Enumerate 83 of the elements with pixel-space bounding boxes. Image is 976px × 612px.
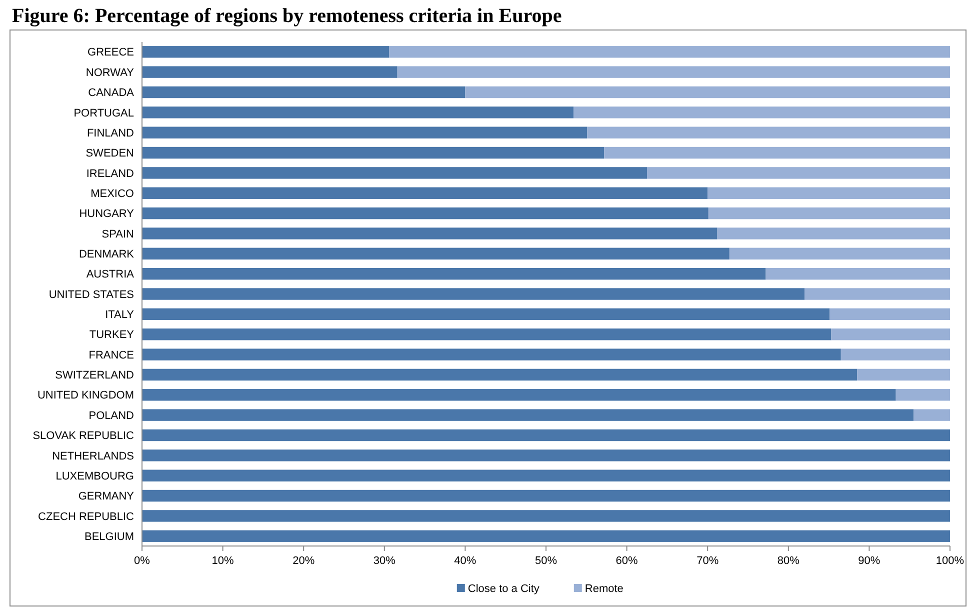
bar bbox=[142, 470, 950, 482]
bar bbox=[142, 248, 730, 260]
bar bbox=[717, 228, 950, 240]
y-tick-label: ITALY bbox=[105, 309, 135, 322]
bar bbox=[142, 126, 588, 138]
x-tick-label: 40% bbox=[454, 555, 476, 567]
bar bbox=[830, 308, 950, 320]
y-tick-label: FINLAND bbox=[86, 127, 134, 140]
x-tick-label: 60% bbox=[616, 555, 638, 567]
y-tick-label: AUSTRIA bbox=[86, 268, 135, 281]
x-tick-label: 30% bbox=[373, 555, 396, 567]
bar bbox=[142, 389, 896, 401]
y-tick-label: GREECE bbox=[88, 46, 134, 59]
y-tick-label: SLOVAK REPUBLIC bbox=[32, 430, 134, 442]
y-tick-label: TURKEY bbox=[89, 329, 135, 342]
bar bbox=[142, 308, 830, 320]
x-tick-label: 20% bbox=[292, 555, 315, 567]
bar bbox=[142, 510, 950, 522]
bar bbox=[397, 66, 950, 78]
bar bbox=[142, 46, 390, 58]
y-tick-label: SPAIN bbox=[102, 228, 134, 240]
bar bbox=[647, 167, 950, 179]
y-tick-label: PORTUGAL bbox=[74, 107, 134, 120]
bar bbox=[142, 146, 604, 159]
bar bbox=[587, 126, 950, 138]
bar bbox=[142, 490, 950, 502]
x-tick-label: 50% bbox=[534, 555, 558, 567]
y-tick-label: POLAND bbox=[88, 410, 134, 422]
bar bbox=[604, 146, 950, 159]
y-tick-label: UNITED STATES bbox=[48, 288, 134, 301]
x-tick-label: 70% bbox=[696, 555, 719, 567]
y-tick-label: CANADA bbox=[88, 87, 135, 100]
bar bbox=[142, 348, 841, 360]
y-tick-label: CZECH REPUBLIC bbox=[38, 510, 134, 523]
bar bbox=[142, 368, 858, 381]
bar bbox=[142, 187, 708, 199]
bar bbox=[573, 106, 950, 118]
bar bbox=[142, 328, 832, 340]
y-tick-label: HUNGARY bbox=[79, 208, 135, 220]
bar bbox=[896, 389, 950, 401]
bar bbox=[142, 530, 950, 542]
x-tick-label: 80% bbox=[777, 555, 800, 567]
bar bbox=[389, 46, 950, 58]
bar bbox=[142, 288, 805, 300]
x-tick-label: 100% bbox=[936, 555, 964, 567]
bar bbox=[857, 368, 950, 381]
bar bbox=[708, 207, 950, 220]
bar bbox=[142, 106, 574, 118]
x-tick-label: 0% bbox=[134, 555, 150, 567]
bar bbox=[142, 450, 950, 462]
bar bbox=[142, 429, 950, 442]
bar bbox=[708, 187, 950, 199]
chart-title: Figure 6: Percentage of regions by remoteness criteria in Europe bbox=[12, 5, 562, 27]
y-tick-label: GERMANY bbox=[78, 490, 135, 503]
y-tick-label: BELGIUM bbox=[84, 530, 134, 543]
bar bbox=[142, 207, 708, 220]
y-tick-label: SWITZERLAND bbox=[55, 370, 134, 382]
bar bbox=[914, 409, 950, 421]
x-tick-label: 10% bbox=[212, 555, 234, 567]
y-tick-label: NORWAY bbox=[86, 66, 135, 79]
bar bbox=[729, 248, 950, 260]
bar bbox=[142, 228, 718, 240]
bar bbox=[840, 348, 950, 360]
y-tick-label: IRELAND bbox=[86, 168, 134, 180]
bar bbox=[766, 268, 950, 280]
y-tick-label: LUXEMBOURG bbox=[56, 470, 134, 482]
legend-label: Close to a City bbox=[468, 583, 540, 595]
bar bbox=[465, 86, 950, 98]
bar bbox=[142, 268, 766, 280]
bar bbox=[142, 66, 398, 78]
y-tick-label: DENMARK bbox=[78, 248, 135, 260]
y-tick-label: NETHERLANDS bbox=[52, 450, 134, 462]
bar bbox=[831, 328, 950, 340]
x-tick-label: 90% bbox=[858, 555, 880, 567]
y-tick-label: UNITED KINGDOM bbox=[37, 390, 134, 402]
bar bbox=[142, 409, 914, 421]
bar bbox=[142, 167, 647, 179]
y-tick-label: FRANCE bbox=[88, 349, 134, 362]
y-tick-label: SWEDEN bbox=[86, 148, 134, 160]
y-tick-label: MEXICO bbox=[90, 188, 134, 200]
legend-label: Remote bbox=[584, 583, 624, 595]
bar bbox=[142, 86, 466, 98]
bar bbox=[804, 288, 950, 300]
